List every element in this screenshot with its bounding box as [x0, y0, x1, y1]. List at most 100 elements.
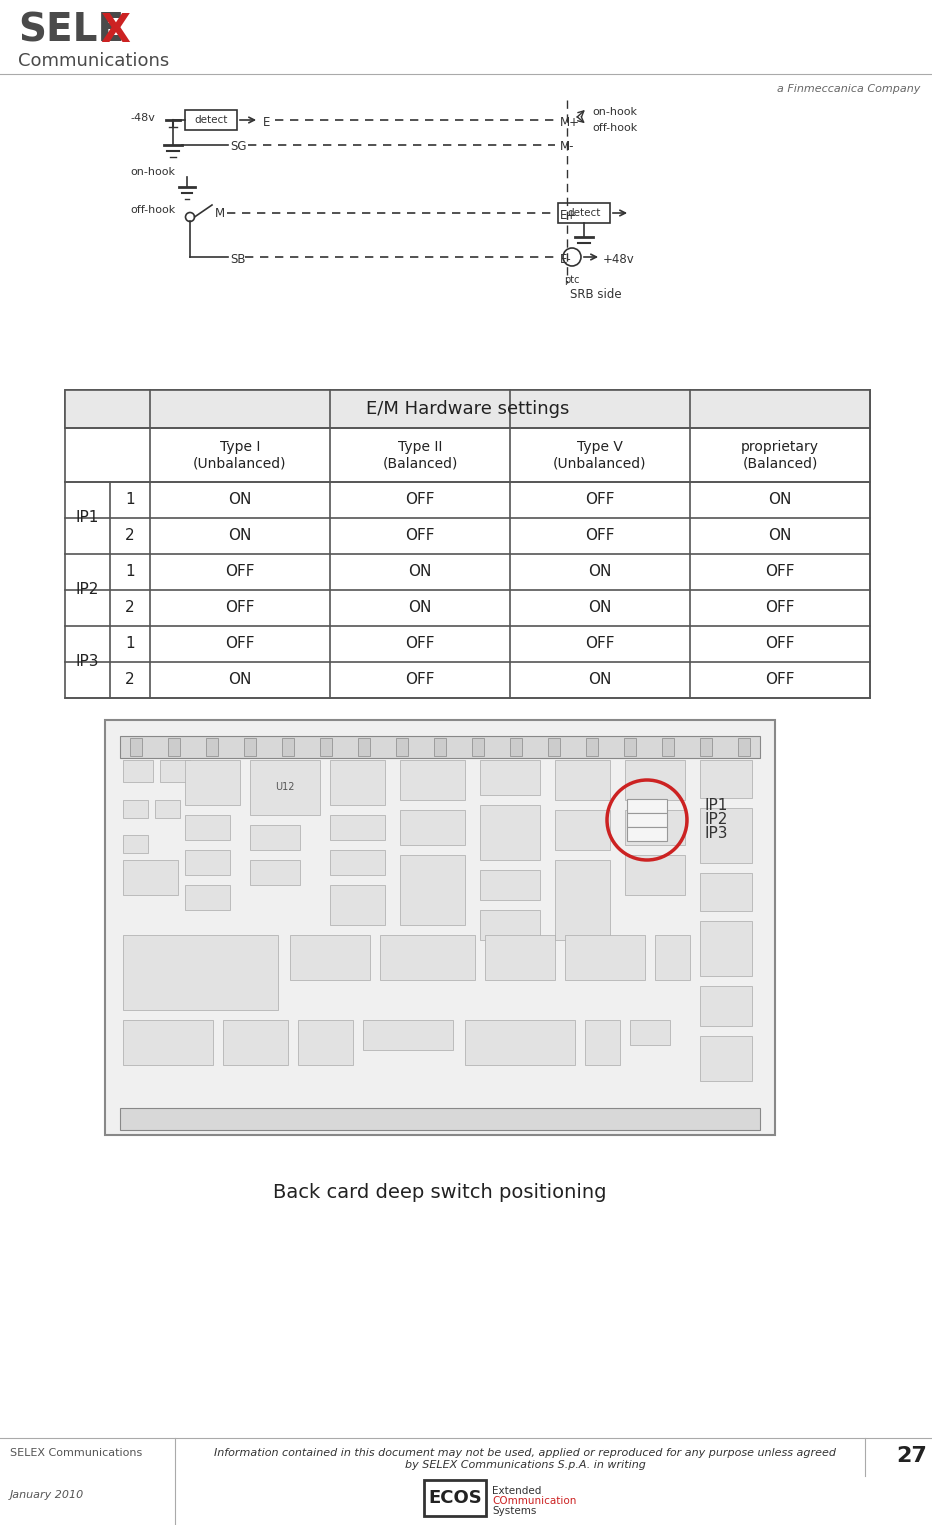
- Text: ON: ON: [768, 529, 791, 543]
- Text: 1: 1: [125, 493, 135, 508]
- Text: IP3: IP3: [75, 654, 99, 669]
- Text: ON: ON: [228, 673, 252, 688]
- Text: Communications: Communications: [18, 52, 170, 70]
- Text: ptc: ptc: [564, 274, 580, 285]
- Text: 2: 2: [125, 601, 135, 616]
- Bar: [625, 810, 685, 845]
- Text: X: X: [100, 12, 130, 50]
- Text: SRB side: SRB side: [570, 288, 622, 300]
- Bar: [120, 1109, 760, 1130]
- Bar: [434, 738, 446, 756]
- Bar: [480, 759, 540, 795]
- Bar: [700, 1035, 752, 1081]
- Bar: [358, 738, 370, 756]
- Text: Type I
(Unbalanced): Type I (Unbalanced): [193, 439, 287, 470]
- Text: Type II
(Balanced): Type II (Balanced): [382, 439, 458, 470]
- Bar: [250, 825, 300, 849]
- Text: detect: detect: [568, 207, 601, 218]
- Text: SG: SG: [230, 140, 246, 153]
- Text: -48v: -48v: [130, 113, 155, 124]
- Text: a Finmeccanica Company: a Finmeccanica Company: [776, 84, 920, 95]
- Text: IP1: IP1: [705, 799, 729, 813]
- Text: 2: 2: [125, 529, 135, 543]
- Text: IP3: IP3: [705, 827, 729, 842]
- Text: on-hook: on-hook: [130, 168, 175, 177]
- Text: IP2: IP2: [75, 583, 99, 598]
- Text: 1: 1: [125, 636, 135, 651]
- Bar: [130, 738, 142, 756]
- Bar: [700, 759, 752, 798]
- Text: 1: 1: [125, 564, 135, 580]
- Text: OFF: OFF: [405, 673, 434, 688]
- Bar: [206, 738, 218, 756]
- Bar: [586, 738, 598, 756]
- Text: OFF: OFF: [405, 493, 434, 508]
- Bar: [160, 759, 190, 782]
- Bar: [510, 738, 522, 756]
- Bar: [548, 738, 560, 756]
- Bar: [123, 759, 153, 782]
- Bar: [185, 110, 237, 130]
- Text: on-hook: on-hook: [592, 107, 637, 117]
- Text: Back card deep switch positioning: Back card deep switch positioning: [273, 1183, 607, 1202]
- Text: OFF: OFF: [226, 564, 254, 580]
- Bar: [625, 856, 685, 895]
- Text: IP1: IP1: [75, 511, 99, 526]
- Text: ON: ON: [408, 564, 432, 580]
- Bar: [700, 872, 752, 910]
- Bar: [123, 801, 148, 817]
- Text: ON: ON: [588, 673, 611, 688]
- Bar: [330, 884, 385, 926]
- Bar: [380, 935, 475, 981]
- Text: 27: 27: [897, 1446, 927, 1466]
- Text: OFF: OFF: [405, 636, 434, 651]
- Text: Type V
(Unbalanced): Type V (Unbalanced): [554, 439, 647, 470]
- Text: OFF: OFF: [585, 493, 615, 508]
- Bar: [123, 935, 278, 1010]
- Bar: [480, 869, 540, 900]
- Text: OFF: OFF: [226, 601, 254, 616]
- Bar: [185, 814, 230, 840]
- Bar: [565, 935, 645, 981]
- Bar: [480, 805, 540, 860]
- Bar: [330, 814, 385, 840]
- Bar: [627, 827, 667, 840]
- Text: +48v: +48v: [603, 253, 635, 265]
- Bar: [250, 759, 320, 814]
- Text: E+: E+: [560, 209, 577, 223]
- Bar: [320, 738, 332, 756]
- Text: ON: ON: [228, 529, 252, 543]
- Bar: [298, 1020, 353, 1064]
- Bar: [630, 1020, 670, 1045]
- Bar: [330, 759, 385, 805]
- Text: OFF: OFF: [226, 636, 254, 651]
- Bar: [485, 935, 555, 981]
- Bar: [290, 935, 370, 981]
- Bar: [120, 737, 760, 758]
- Text: SELE: SELE: [18, 12, 124, 50]
- Bar: [558, 203, 610, 223]
- Bar: [555, 759, 610, 801]
- Bar: [662, 738, 674, 756]
- Bar: [185, 849, 230, 875]
- Bar: [700, 808, 752, 863]
- Bar: [282, 738, 294, 756]
- Text: Systems: Systems: [492, 1507, 537, 1516]
- Text: off-hook: off-hook: [592, 124, 637, 133]
- Text: OFF: OFF: [585, 529, 615, 543]
- Text: ON: ON: [588, 564, 611, 580]
- Text: OFF: OFF: [765, 636, 795, 651]
- Bar: [555, 810, 610, 849]
- Text: OFF: OFF: [765, 673, 795, 688]
- Text: ON: ON: [768, 493, 791, 508]
- Text: OFF: OFF: [765, 601, 795, 616]
- Bar: [363, 1020, 453, 1051]
- Bar: [123, 1020, 213, 1064]
- Bar: [223, 1020, 288, 1064]
- Text: E/M Hardware settings: E/M Hardware settings: [366, 400, 569, 418]
- Bar: [400, 810, 465, 845]
- Text: OFF: OFF: [405, 529, 434, 543]
- Text: proprietary
(Balanced): proprietary (Balanced): [741, 439, 819, 470]
- Text: COmmunication: COmmunication: [492, 1496, 576, 1507]
- Bar: [700, 987, 752, 1026]
